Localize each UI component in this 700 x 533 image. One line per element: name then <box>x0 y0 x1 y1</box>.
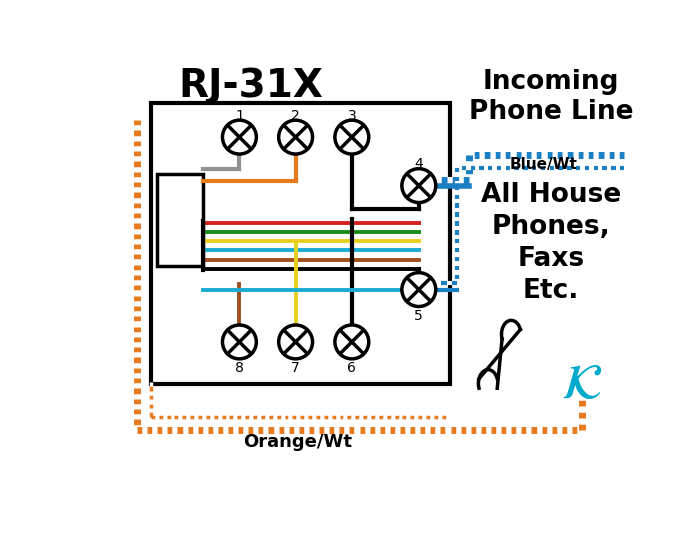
Text: $\mathcal{K}$: $\mathcal{K}$ <box>561 360 603 408</box>
Text: 1: 1 <box>235 109 244 123</box>
Circle shape <box>335 325 369 359</box>
Bar <box>157 174 203 266</box>
Text: 4: 4 <box>414 157 424 171</box>
Circle shape <box>402 168 435 203</box>
Circle shape <box>335 120 369 154</box>
Text: 2: 2 <box>291 109 300 123</box>
Text: 7: 7 <box>291 361 300 375</box>
Bar <box>151 103 449 384</box>
Text: 6: 6 <box>347 361 356 375</box>
Text: Incoming
Phone Line: Incoming Phone Line <box>469 69 634 125</box>
Text: 8: 8 <box>235 361 244 375</box>
Text: All House
Phones,
Faxs
Etc.: All House Phones, Faxs Etc. <box>481 182 622 304</box>
Text: 3: 3 <box>347 109 356 123</box>
Text: RJ-31X: RJ-31X <box>178 67 323 104</box>
Circle shape <box>223 325 256 359</box>
Text: Blue/Wt: Blue/Wt <box>510 157 578 172</box>
Circle shape <box>402 273 435 306</box>
Circle shape <box>223 120 256 154</box>
Text: Orange/Wt: Orange/Wt <box>243 433 351 451</box>
Circle shape <box>279 325 312 359</box>
Circle shape <box>279 120 312 154</box>
Text: 5: 5 <box>414 309 424 323</box>
